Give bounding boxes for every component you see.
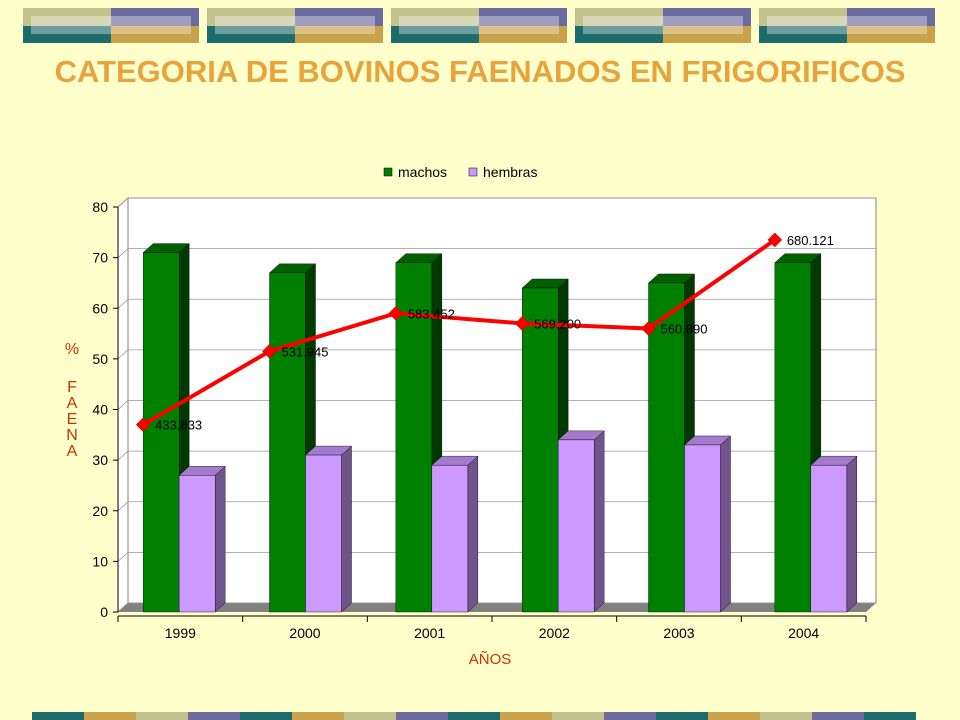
bar-hembras-2000 (304, 445, 353, 613)
gridline (117, 197, 876, 208)
legend-label-hembras: hembras (483, 164, 537, 180)
x-tick-label-2003: 2003 (663, 625, 694, 641)
line-point-2001 (388, 305, 404, 321)
x-tick-label-1999: 1999 (165, 625, 196, 641)
bar-hembras-2003 (683, 435, 732, 613)
slide-title: CATEGORIA DE BOVINOS FAENADOS EN FRIGORI… (54, 54, 906, 89)
y-axis-label: % F A E N A (65, 341, 79, 460)
bar-hembras-2004 (810, 455, 858, 613)
y-tick-label: 30 (92, 452, 108, 468)
x-tick-label-2001: 2001 (414, 625, 445, 641)
line-data-label-1999: 433.833 (155, 418, 202, 433)
gridline (117, 450, 876, 461)
gridline (117, 349, 876, 360)
y-tick-label: 0 (100, 604, 108, 620)
line-point-2003 (641, 321, 656, 336)
decorative-header-band (23, 8, 935, 43)
line-data-label-2000: 531.945 (282, 344, 329, 359)
bar-hembras-1999 (178, 465, 226, 613)
y-tick-label: 10 (92, 553, 108, 569)
gridline (117, 298, 876, 309)
y-tick-label: 70 (92, 250, 108, 266)
x-tick-label-2000: 2000 (289, 625, 320, 641)
line-point-1999 (135, 417, 151, 433)
line-point-2000 (262, 343, 277, 359)
line-data-label-2004: 680.121 (787, 233, 834, 248)
x-axis-label: AÑOS (469, 651, 512, 668)
line-data-label-2002: 569.200 (534, 316, 581, 331)
line-data-label-2001: 583.452 (408, 306, 455, 321)
decorative-footer-band (32, 712, 916, 720)
gridline (117, 400, 876, 410)
gridline (117, 551, 876, 562)
line-point-2002 (514, 316, 530, 331)
bar-hembras-2002 (557, 430, 605, 613)
y-tick-label: 80 (92, 199, 108, 215)
gridline (117, 602, 876, 613)
bar-chart: 0 10 20 30 40 50 60 70 80 433.833 531.945 583.452 5… (65, 164, 877, 668)
x-tick-label-2002: 2002 (539, 625, 570, 641)
bar-machos-2001 (395, 253, 443, 613)
plot-floor (118, 603, 876, 612)
legend: machos hembras (383, 164, 537, 180)
legend-swatch-machos (383, 167, 393, 177)
line-data-label-2003: 560.890 (661, 322, 708, 337)
bar-hembras-2001 (431, 455, 479, 613)
legend-swatch-hembras (468, 167, 478, 177)
y-tick-label: 60 (92, 300, 108, 316)
bar-machos-2000 (268, 263, 317, 613)
legend-label-machos: machos (398, 164, 447, 180)
x-tick-label-2004: 2004 (788, 625, 819, 641)
y-tick-label: 50 (92, 351, 108, 367)
y-tick-label: 40 (92, 402, 108, 418)
gridline (117, 501, 876, 512)
line-point-2004 (767, 232, 783, 248)
gridline (117, 248, 876, 258)
line-series (142, 238, 776, 427)
y-tick-label: 20 (92, 503, 108, 519)
